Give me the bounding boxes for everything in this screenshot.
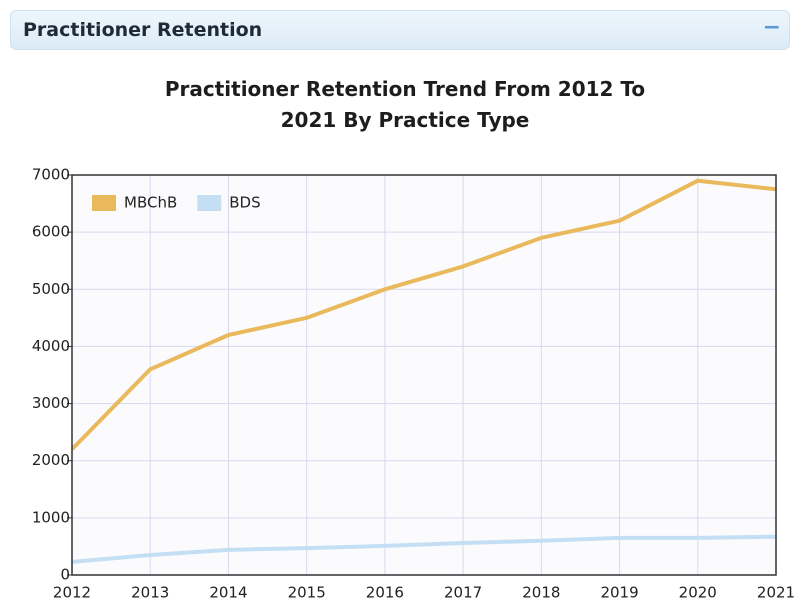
x-tick-label: 2020 bbox=[679, 584, 717, 602]
y-tick-label: 4000 bbox=[32, 337, 70, 355]
x-tick-label: 2017 bbox=[444, 584, 482, 602]
chart-title: Practitioner Retention Trend From 2012 T… bbox=[164, 77, 646, 132]
y-tick-label: 6000 bbox=[32, 223, 70, 241]
x-tick-label: 2015 bbox=[288, 584, 326, 602]
y-tick-label: 0 bbox=[60, 566, 70, 584]
x-tick-label: 2016 bbox=[366, 584, 404, 602]
x-tick-label: 2018 bbox=[522, 584, 560, 602]
y-tick-label: 5000 bbox=[32, 280, 70, 298]
series-line bbox=[70, 178, 777, 451]
legend-swatch bbox=[197, 195, 222, 211]
x-tick-label: 2021 bbox=[757, 584, 795, 602]
legend-label: MBChB bbox=[124, 194, 177, 212]
x-tick-label: 2014 bbox=[209, 584, 247, 602]
collapse-button[interactable]: − bbox=[762, 15, 781, 40]
x-tick-label: 2019 bbox=[600, 584, 638, 602]
legend-swatch bbox=[92, 195, 116, 211]
panel-title: Practitioner Retention bbox=[23, 19, 263, 41]
x-tick-label: 2013 bbox=[131, 584, 169, 602]
x-tick-label: 2012 bbox=[53, 584, 91, 602]
series-line bbox=[71, 534, 777, 564]
panel-header[interactable]: Practitioner Retention − bbox=[10, 10, 790, 50]
y-tick-label: 2000 bbox=[32, 451, 70, 469]
plot-background bbox=[72, 175, 776, 575]
y-tick-label: 7000 bbox=[32, 166, 70, 184]
plot-frame bbox=[71, 174, 777, 576]
y-tick-label: 3000 bbox=[32, 394, 70, 412]
legend-label: BDS bbox=[229, 194, 260, 212]
y-tick-label: 1000 bbox=[32, 508, 70, 526]
